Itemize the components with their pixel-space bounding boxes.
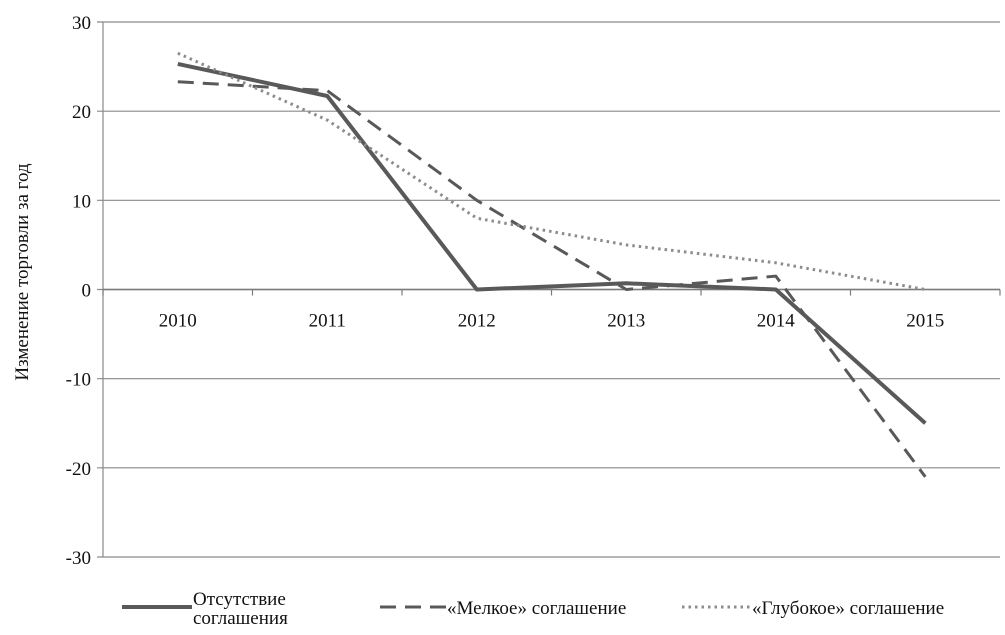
- x-axis-ticks: 2010 2011 2012 2013 2014 2015: [159, 311, 945, 332]
- series-line-2: [177, 80, 927, 478]
- y-tick-label: -20: [66, 459, 91, 480]
- y-tick-label: 30: [72, 13, 91, 34]
- axes: [102, 22, 1001, 557]
- y-tick-label: 10: [72, 191, 91, 212]
- series-line-1: [177, 61, 927, 425]
- legend-label-1: Отсутствие соглашения: [193, 589, 288, 629]
- legend: Отсутствие соглашения «Мелкое» соглашение «…: [122, 589, 944, 629]
- legend-label-line: «Глубокое» соглашение: [752, 598, 944, 619]
- legend-label-line: соглашения: [193, 608, 288, 629]
- series-lines: [177, 51, 927, 478]
- x-tick-label: 2014: [757, 311, 796, 332]
- y-axis-label: Изменение торговли за год: [12, 163, 33, 380]
- x-tick-label: 2013: [607, 311, 645, 332]
- y-axis-ticks: 30 20 10 0 -10 -20 -30: [66, 13, 91, 569]
- legend-label-3: «Глубокое» соглашение: [752, 598, 944, 619]
- x-tick-label: 2010: [159, 311, 197, 332]
- legend-label-2: «Мелкое» соглашение: [447, 598, 626, 619]
- series-line-3: [177, 51, 926, 291]
- legend-label-line: «Мелкое» соглашение: [447, 598, 626, 619]
- x-tick-label: 2015: [906, 311, 944, 332]
- y-tick-label: -30: [66, 548, 91, 569]
- x-tick-label: 2012: [458, 311, 496, 332]
- y-tick-label: 20: [72, 102, 91, 123]
- y-tick-label: 0: [82, 281, 92, 302]
- legend-label-line: Отсутствие: [193, 589, 286, 610]
- y-tick-label: -10: [66, 370, 91, 391]
- x-tick-label: 2011: [309, 311, 346, 332]
